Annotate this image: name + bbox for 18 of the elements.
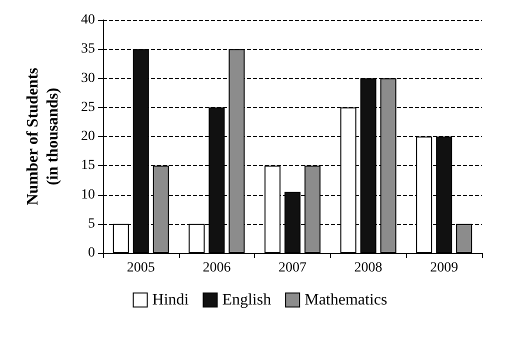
x-tick-label: 2008 bbox=[354, 260, 382, 276]
legend-label: English bbox=[222, 292, 272, 308]
y-tick-label: 35 bbox=[81, 42, 95, 57]
y-tick-label: 15 bbox=[81, 158, 95, 174]
x-tick-label: 2005 bbox=[126, 260, 155, 276]
legend-label: Hindi bbox=[152, 292, 190, 308]
x-tick-label: 2006 bbox=[202, 260, 231, 276]
y-tick-label: 5 bbox=[88, 216, 95, 232]
y-tick-label: 40 bbox=[81, 12, 95, 28]
y-tick-label: 25 bbox=[81, 100, 95, 115]
x-tick-label: 2007 bbox=[278, 260, 306, 276]
y-tick-label: 20 bbox=[81, 129, 95, 144]
y-tick-label: 30 bbox=[81, 70, 95, 86]
y-axis-title: Number of Students (in thousands) bbox=[24, 68, 62, 206]
y-tick-label: 0 bbox=[88, 246, 95, 260]
y-tick-label: 10 bbox=[81, 187, 95, 202]
x-tick-label: 2009 bbox=[430, 260, 458, 276]
legend-label: Mathematics bbox=[304, 292, 388, 308]
